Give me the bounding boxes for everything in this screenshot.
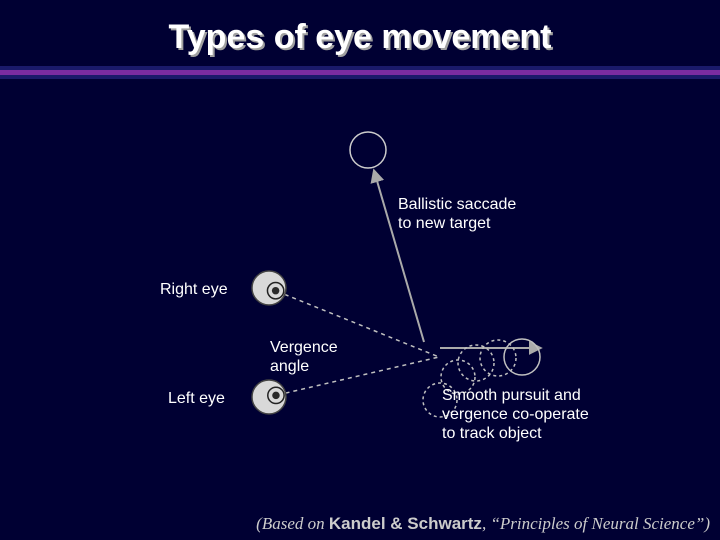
label-left-eye: Left eye	[168, 389, 225, 408]
eye-movement-diagram	[0, 0, 720, 540]
credit-source: Kandel & Schwartz	[329, 514, 482, 533]
label-smooth-pursuit: Smooth pursuit andvergence co-operateto …	[442, 386, 589, 444]
label-right-eye: Right eye	[160, 280, 228, 299]
slide-title: Types of eye movement	[0, 18, 720, 57]
label-vergence-angle: Vergenceangle	[270, 338, 338, 376]
credit-prefix: (Based on	[256, 514, 329, 533]
divider-bottom	[0, 75, 720, 79]
credit-suffix: , “Principles of Neural Science”)	[482, 514, 710, 533]
credit-line: (Based on Kandel & Schwartz, “Principles…	[256, 514, 710, 534]
label-ballistic-saccade: Ballistic saccadeto new target	[398, 195, 516, 233]
slide-root: Types of eye movement Ballistic saccadet…	[0, 0, 720, 540]
